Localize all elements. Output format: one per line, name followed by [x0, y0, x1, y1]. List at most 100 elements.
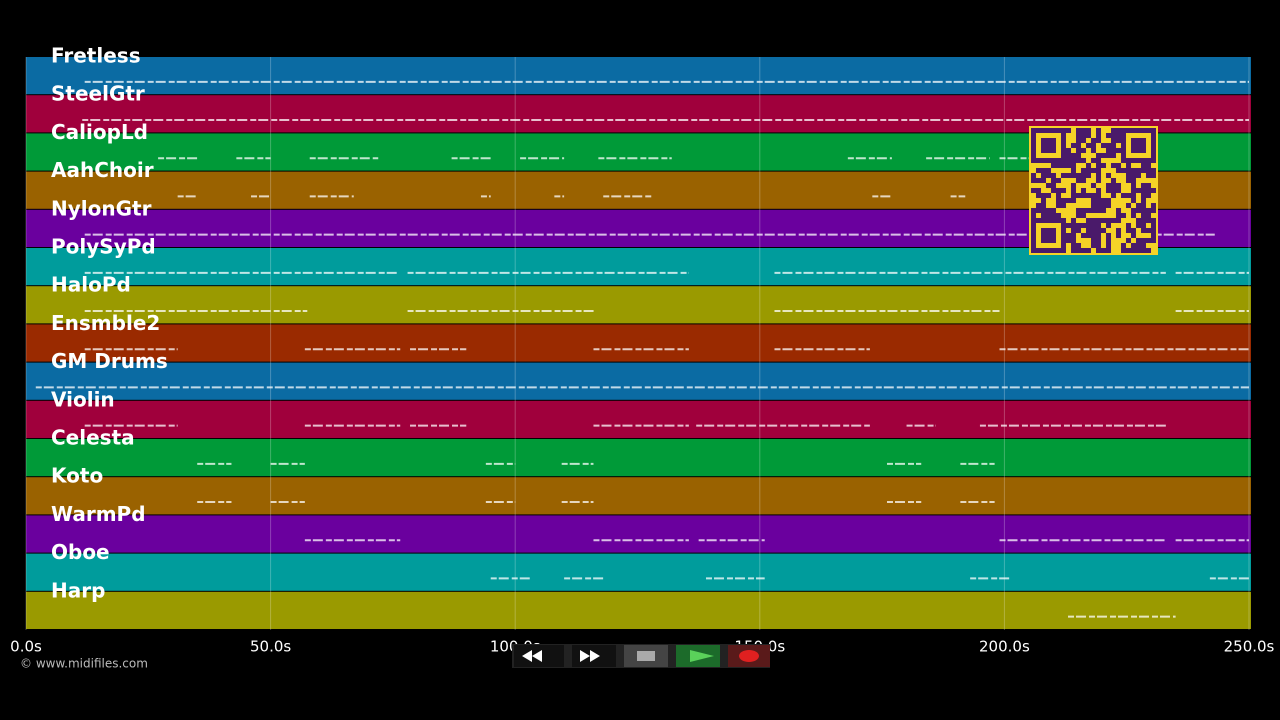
qr-module [1131, 243, 1136, 248]
qr-module [1136, 138, 1141, 143]
stop-button[interactable] [624, 645, 668, 667]
qr-module [1141, 128, 1146, 133]
qr-module [1106, 133, 1111, 138]
qr-module [1081, 213, 1086, 218]
qr-module [1061, 143, 1066, 148]
qr-module [1111, 218, 1116, 223]
qr-module [1121, 143, 1126, 148]
qr-module [1071, 153, 1076, 158]
qr-module [1091, 168, 1096, 173]
qr-module [1086, 218, 1091, 223]
qr-module [1146, 213, 1151, 218]
qr-module [1101, 208, 1106, 213]
forward-button[interactable] [572, 645, 616, 667]
qr-module [1051, 238, 1056, 243]
qr-module [1041, 198, 1046, 203]
qr-module [1041, 233, 1046, 238]
qr-module [1041, 213, 1046, 218]
qr-module [1146, 128, 1151, 133]
qr-module [1076, 173, 1081, 178]
qr-module [1051, 163, 1056, 168]
copyright: © www.midifiles.com [20, 657, 148, 671]
qr-module [1146, 228, 1151, 233]
qr-module [1146, 173, 1151, 178]
qr-module [1141, 193, 1146, 198]
qr-module [1061, 173, 1066, 178]
qr-module [1096, 223, 1101, 228]
qr-module [1116, 188, 1121, 193]
qr-module [1116, 133, 1121, 138]
qr-module [1041, 238, 1046, 243]
qr-module [1091, 193, 1096, 198]
track-name: Celesta [51, 426, 135, 450]
qr-module [1036, 248, 1041, 253]
qr-module [1141, 143, 1146, 148]
qr-module [1096, 178, 1101, 183]
x-tick-label: 250.0s [1224, 638, 1275, 656]
qr-module [1096, 138, 1101, 143]
qr-module [1096, 238, 1101, 243]
qr-module [1121, 138, 1126, 143]
qr-module [1081, 233, 1086, 238]
record-button[interactable] [728, 645, 770, 667]
qr-module [1096, 193, 1101, 198]
qr-module [1096, 153, 1101, 158]
track-name: Harp [51, 578, 105, 602]
qr-module [1051, 173, 1056, 178]
qr-module [1086, 128, 1091, 133]
qr-module [1121, 128, 1126, 133]
qr-module [1146, 163, 1151, 168]
qr-module [1101, 163, 1106, 168]
qr-module [1151, 158, 1156, 163]
qr-module [1146, 168, 1151, 173]
qr-module [1071, 173, 1076, 178]
qr-module [1146, 238, 1151, 243]
qr-module [1151, 138, 1156, 143]
qr-module [1151, 233, 1156, 238]
qr-module [1076, 193, 1081, 198]
qr-module [1141, 198, 1146, 203]
qr-module [1096, 203, 1101, 208]
qr-module [1106, 183, 1111, 188]
qr-module [1036, 193, 1041, 198]
qr-module [1056, 178, 1061, 183]
qr-module [1151, 143, 1156, 148]
qr-module [1061, 233, 1066, 238]
qr-module [1041, 218, 1046, 223]
track-name: HaloPd [51, 273, 131, 297]
qr-module [1071, 218, 1076, 223]
qr-module [1076, 158, 1081, 163]
qr-module [1061, 198, 1066, 203]
qr-module [1106, 233, 1111, 238]
qr-module [1086, 168, 1091, 173]
qr-module [1136, 158, 1141, 163]
qr-module [1141, 238, 1146, 243]
qr-module [1116, 128, 1121, 133]
track-name: WarmPd [51, 502, 146, 526]
qr-module [1051, 128, 1056, 133]
play-button[interactable] [676, 645, 720, 667]
qr-module [1126, 158, 1131, 163]
qr-module [1061, 133, 1066, 138]
qr-module [1041, 178, 1046, 183]
qr-module [1061, 243, 1066, 248]
qr-module [1111, 193, 1116, 198]
qr-module [1146, 188, 1151, 193]
qr-module [1046, 218, 1051, 223]
qr-module [1091, 198, 1096, 203]
qr-module [1051, 208, 1056, 213]
qr-module [1131, 198, 1136, 203]
rewind-button[interactable] [514, 645, 564, 667]
qr-module [1106, 218, 1111, 223]
track-name: CaliopLd [51, 120, 148, 144]
qr-module [1101, 218, 1106, 223]
qr-module [1046, 138, 1051, 143]
qr-module [1136, 238, 1141, 243]
qr-module [1086, 143, 1091, 148]
qr-module [1101, 153, 1106, 158]
qr-module [1066, 223, 1071, 228]
qr-module [1046, 158, 1051, 163]
qr-module [1036, 208, 1041, 213]
qr-module [1136, 218, 1141, 223]
qr-module [1091, 143, 1096, 148]
